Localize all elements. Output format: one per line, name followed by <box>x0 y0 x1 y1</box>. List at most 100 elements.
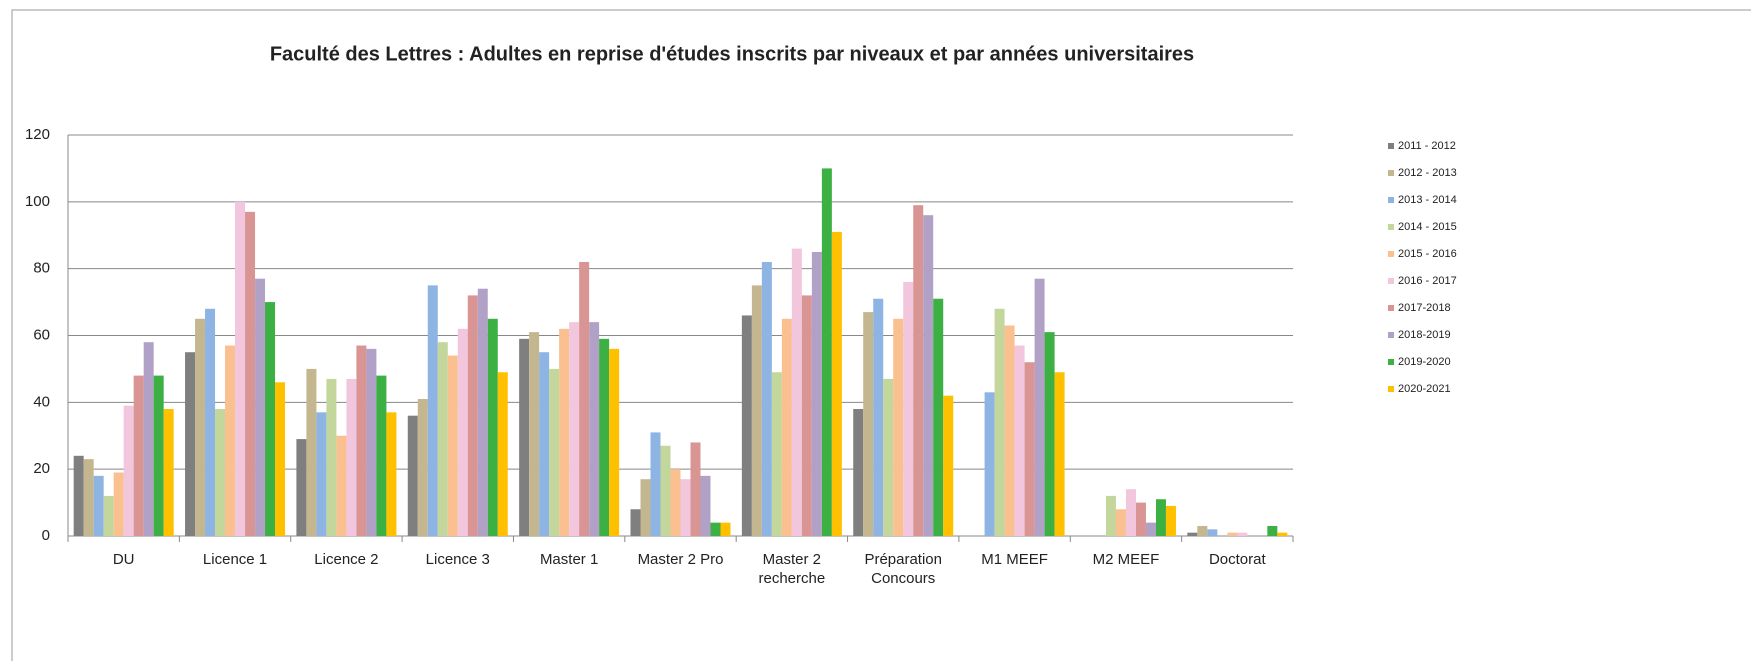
legend-label: 2015 - 2016 <box>1398 248 1457 260</box>
y-tick-label: 20 <box>33 460 50 477</box>
y-tick-label: 40 <box>33 393 50 410</box>
bar <box>133 375 144 536</box>
bar <box>549 368 560 536</box>
bar <box>660 445 671 536</box>
chart-title: Faculté des Lettres : Adultes en reprise… <box>270 43 1194 65</box>
bar <box>710 522 721 536</box>
legend-label: 2020-2021 <box>1398 383 1451 395</box>
bar <box>417 398 428 536</box>
bar <box>195 318 206 536</box>
x-tick-label: Licence 3 <box>425 551 490 568</box>
bar <box>356 345 367 536</box>
bar <box>467 295 478 536</box>
chart-border <box>11 9 1751 661</box>
legend-label: 2017-2018 <box>1398 302 1451 314</box>
bar <box>497 372 508 536</box>
bar <box>1054 372 1065 536</box>
bar <box>447 355 458 536</box>
y-tick-label: 60 <box>33 326 50 343</box>
bar <box>275 382 286 536</box>
bar <box>1277 532 1288 536</box>
bar <box>519 338 530 536</box>
bar <box>1187 532 1198 536</box>
x-tick-label: Doctorat <box>1208 551 1266 568</box>
bar <box>680 479 691 536</box>
x-tick-label: Licence 2 <box>314 551 379 568</box>
legend-swatch <box>1388 386 1394 392</box>
legend-swatch <box>1388 197 1394 203</box>
bar <box>893 318 904 536</box>
legend-label: 2014 - 2015 <box>1398 221 1457 233</box>
bar <box>225 345 236 536</box>
bar <box>1165 505 1176 536</box>
bar <box>1197 525 1208 536</box>
bar <box>265 302 276 536</box>
bar <box>801 295 812 536</box>
bar <box>599 338 610 536</box>
bar <box>640 479 651 536</box>
bar <box>366 348 377 536</box>
bar <box>670 469 681 536</box>
bar <box>245 211 256 536</box>
bar <box>1267 525 1278 536</box>
bar <box>296 439 307 536</box>
bar <box>853 409 864 536</box>
x-tick-label: Licence 1 <box>202 551 268 568</box>
bar <box>1227 532 1238 536</box>
legend-label: 2016 - 2017 <box>1398 275 1457 287</box>
legend-swatch <box>1388 143 1394 149</box>
bar <box>529 332 540 536</box>
legend-swatch <box>1388 251 1394 257</box>
legend-label: 2013 - 2014 <box>1398 194 1457 206</box>
legend-swatch <box>1388 224 1394 230</box>
bar <box>690 442 701 536</box>
bar <box>1044 332 1055 536</box>
bar <box>1115 509 1126 536</box>
bar <box>933 298 944 536</box>
bar <box>761 261 772 536</box>
bar <box>153 375 164 536</box>
bar <box>579 261 590 536</box>
bar <box>1155 499 1166 536</box>
y-tick-label: 100 <box>25 193 50 210</box>
bar <box>143 342 154 536</box>
bar <box>650 432 661 536</box>
bar <box>863 312 874 536</box>
legend-label: 2011 - 2012 <box>1398 140 1456 152</box>
bar <box>1145 522 1156 536</box>
bar <box>1237 532 1248 536</box>
bar <box>589 322 600 536</box>
bar <box>831 231 842 537</box>
x-tick-label: Master 1 <box>539 551 599 568</box>
bar <box>93 475 104 536</box>
bar <box>539 352 550 536</box>
bar <box>883 378 894 536</box>
bar <box>215 409 226 536</box>
bar <box>751 285 762 536</box>
bar <box>984 392 995 536</box>
bar <box>457 328 468 536</box>
x-tick-label: M2 MEEF <box>1092 551 1160 568</box>
bar <box>326 378 337 536</box>
bar <box>306 368 317 536</box>
bar <box>1024 362 1035 536</box>
bar <box>103 495 114 536</box>
bar <box>1105 495 1116 536</box>
bar <box>346 378 357 536</box>
y-tick-label: 0 <box>42 527 50 544</box>
bar <box>255 278 266 536</box>
legend-swatch <box>1388 332 1394 338</box>
bar <box>700 475 711 536</box>
bar <box>1135 502 1146 536</box>
legend-label: 2018-2019 <box>1398 329 1451 341</box>
bar <box>163 409 174 536</box>
bar <box>487 318 498 536</box>
legend-label: 2012 - 2013 <box>1398 167 1457 179</box>
bar <box>113 472 124 536</box>
bar <box>336 435 347 536</box>
legend-swatch <box>1388 170 1394 176</box>
bar <box>943 395 954 536</box>
y-tick-label: 120 <box>25 126 50 143</box>
bar <box>720 522 731 536</box>
bar <box>185 352 196 536</box>
